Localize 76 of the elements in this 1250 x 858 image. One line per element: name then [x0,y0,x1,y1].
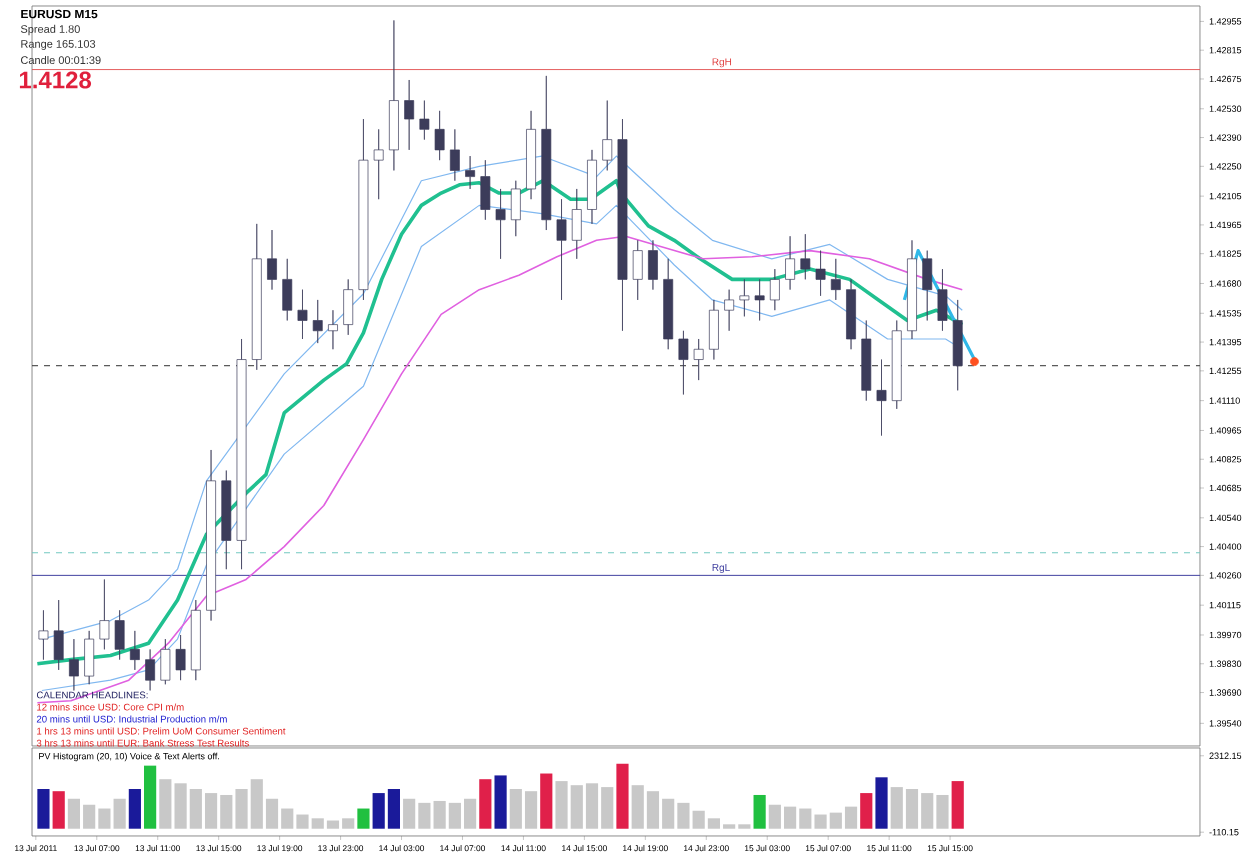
candlestick [480,159,491,221]
candlestick [754,279,765,321]
candlestick [221,470,232,570]
candlestick [830,258,841,301]
bar [753,794,766,829]
candlestick [297,289,308,340]
candlestick [952,299,963,391]
candlestick [434,110,445,161]
candlestick [891,320,902,410]
candlestick [693,338,704,381]
candlestick [69,638,79,691]
candlestick [175,634,186,681]
candlestick [708,299,719,360]
candlestick [206,449,216,621]
candlestick [84,630,95,685]
candlestick [617,118,628,332]
annotation: 1.4128 [19,71,92,89]
candlestick [495,188,506,260]
candlestick [739,279,750,317]
bar [128,788,141,829]
candlestick [800,233,811,280]
candlestick [632,239,643,301]
candlestick [251,223,262,371]
bar [113,798,126,829]
candlestick [449,128,460,182]
candlestick [282,258,293,321]
candlestick [236,338,247,570]
candlestick [343,279,354,336]
candlestick [663,258,674,350]
candlestick [404,79,415,151]
candlestick [358,118,369,301]
candlestick [556,198,567,301]
bar [479,779,492,829]
candlestick [53,599,64,671]
candlestick [328,309,338,350]
candlestick [129,630,140,671]
candlestick [587,149,597,225]
candlestick [38,609,49,660]
candlestick [602,100,613,171]
candlestick [922,250,933,321]
candlestick [190,599,201,681]
candlestick [465,155,476,190]
candlestick [541,75,552,231]
candlestick [571,188,582,260]
candlestick [145,649,156,691]
candlestick [373,128,384,200]
bar [616,763,629,829]
candlestick [160,638,171,685]
candlestick [526,110,536,200]
bar [52,791,65,829]
bar [357,808,370,829]
candlestick [510,180,521,237]
candlestick [678,330,689,395]
candlestick [785,235,796,291]
candlestick [815,250,826,297]
candlestick [388,20,399,171]
candlestick [846,279,856,350]
candlestick [907,239,917,340]
bar [951,781,964,829]
candlestick [769,268,780,311]
bar [494,775,507,829]
candlestick [99,579,110,650]
candlestick [267,229,277,291]
candlestick [724,289,735,332]
bar [37,788,50,829]
candlestick [876,359,887,436]
bar [860,793,873,829]
candlestick [419,100,430,140]
bar [540,773,553,829]
bar [144,765,157,829]
bar [875,777,888,829]
candlestick [312,299,323,344]
candlestick [861,320,872,401]
candlestick [648,239,658,291]
candlestick [937,268,948,332]
candlestick [114,609,125,660]
